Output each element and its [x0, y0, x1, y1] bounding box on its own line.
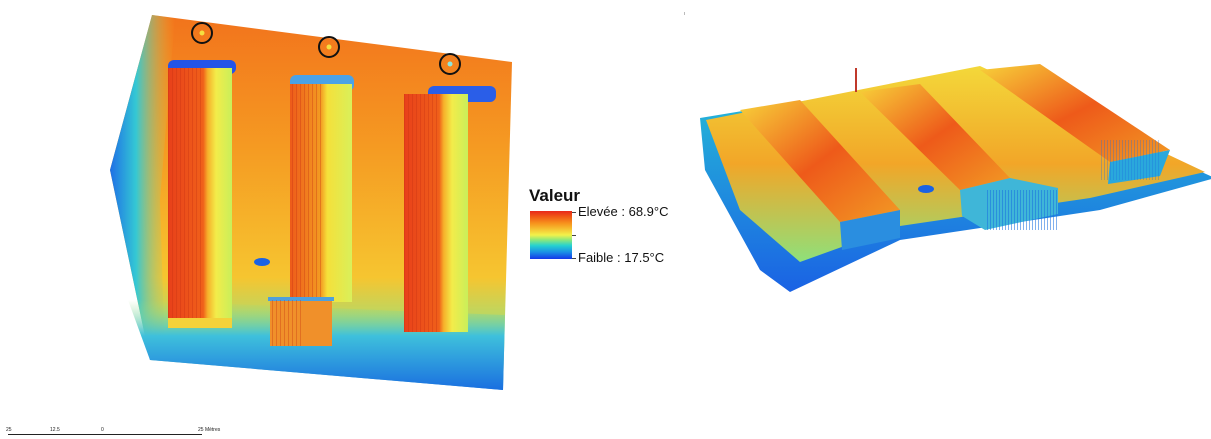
- scale-line-right: [104, 434, 202, 435]
- model-wall: [840, 210, 900, 250]
- legend-low-label: Faible : 17.5°C: [578, 250, 665, 265]
- ramp-tick-high: [572, 212, 576, 213]
- color-ramp: [530, 211, 572, 259]
- hotspot-marker: [191, 22, 213, 44]
- building-2: [268, 84, 352, 346]
- model-roof-1: [740, 100, 900, 222]
- scale-line-left: [8, 434, 104, 435]
- thermal-model-3d-view: [700, 64, 1211, 292]
- legend-high-label: Elevée : 68.9°C: [578, 204, 669, 219]
- model-roof-3: [980, 64, 1170, 162]
- hotspot-marker: [318, 36, 340, 58]
- building-1: [168, 68, 232, 328]
- ramp-tick-mid: [572, 235, 576, 236]
- model-cold-spot: [918, 185, 934, 193]
- model-roof-2: [860, 84, 1010, 190]
- scale-label: 25 Mètres: [198, 427, 221, 433]
- scale-label: 12.5: [50, 427, 60, 433]
- model-mast: [855, 68, 857, 92]
- site-left-edge: [110, 15, 175, 360]
- cold-spot: [254, 258, 270, 266]
- legend-title: Valeur: [529, 186, 581, 205]
- stray-mark: [684, 12, 685, 15]
- scale-bar: 25 12.5 0 25 Mètres: [0, 420, 320, 439]
- legend: Valeur Elevée : 68.9°C Faible : 17.5°C: [529, 186, 709, 276]
- scale-label: 0: [101, 427, 104, 433]
- hotspot-marker: [439, 53, 461, 75]
- building-3: [404, 94, 468, 332]
- ramp-tick-low: [572, 258, 576, 259]
- scale-label: 25: [6, 427, 12, 433]
